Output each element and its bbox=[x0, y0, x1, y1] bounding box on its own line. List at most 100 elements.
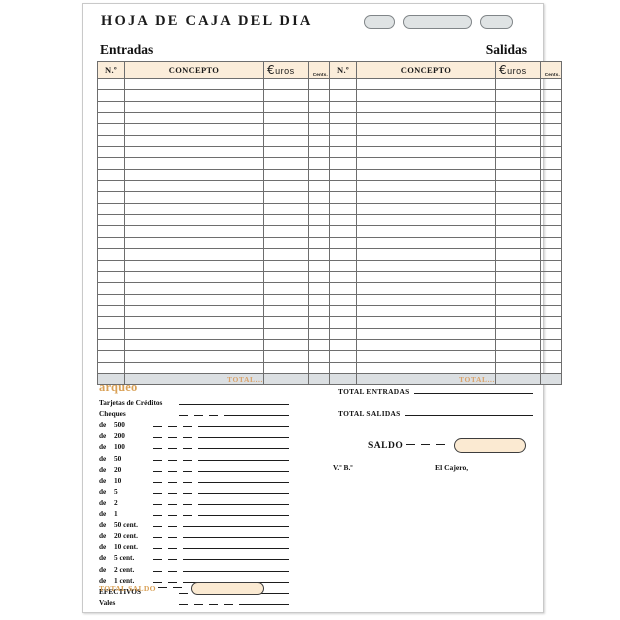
cell-num-salidas[interactable] bbox=[329, 168, 357, 182]
cell-num-entradas[interactable] bbox=[97, 361, 125, 374]
cell-concepto-entradas[interactable] bbox=[124, 316, 264, 329]
cell-euros-entradas[interactable] bbox=[263, 134, 309, 148]
cell-cents-entradas[interactable] bbox=[308, 191, 330, 204]
cell-concepto-entradas[interactable] bbox=[124, 270, 264, 284]
cell-concepto-salidas[interactable] bbox=[356, 236, 496, 250]
cell-concepto-salidas[interactable] bbox=[356, 304, 496, 318]
cell-cents-salidas[interactable] bbox=[540, 225, 562, 238]
cell-cents-entradas[interactable] bbox=[308, 157, 330, 170]
cell-num-entradas[interactable] bbox=[97, 225, 125, 238]
summary-field-total-entradas[interactable] bbox=[413, 393, 533, 394]
cell-euros-entradas[interactable] bbox=[263, 327, 309, 340]
cell-euros-entradas[interactable] bbox=[263, 100, 309, 114]
arqueo-short-field[interactable] bbox=[194, 603, 203, 605]
arqueo-short-field[interactable] bbox=[183, 470, 192, 472]
cell-cents-salidas[interactable] bbox=[540, 259, 562, 272]
cell-num-entradas[interactable] bbox=[97, 89, 125, 102]
cell-concepto-salidas[interactable] bbox=[356, 338, 496, 352]
total-cents-entradas[interactable] bbox=[308, 372, 330, 386]
cell-euros-salidas[interactable] bbox=[495, 146, 541, 159]
arqueo-short-field[interactable] bbox=[168, 503, 177, 505]
cell-num-entradas[interactable] bbox=[97, 191, 125, 204]
total-saldo-field[interactable] bbox=[190, 582, 264, 595]
cell-cents-salidas[interactable] bbox=[540, 282, 562, 295]
cell-euros-salidas[interactable] bbox=[495, 202, 541, 216]
cell-concepto-entradas[interactable] bbox=[124, 361, 264, 374]
date-month-field[interactable] bbox=[403, 15, 472, 29]
cell-concepto-salidas[interactable] bbox=[356, 89, 496, 102]
cell-num-salidas[interactable] bbox=[329, 157, 357, 170]
cell-concepto-entradas[interactable] bbox=[124, 293, 264, 306]
cell-euros-salidas[interactable] bbox=[495, 248, 541, 261]
arqueo-short-field[interactable] bbox=[168, 470, 177, 472]
cell-num-entradas[interactable] bbox=[97, 157, 125, 170]
arqueo-short-field[interactable] bbox=[153, 448, 162, 450]
arqueo-short-field[interactable] bbox=[153, 515, 162, 517]
cell-num-salidas[interactable] bbox=[329, 236, 357, 250]
cell-euros-entradas[interactable] bbox=[263, 316, 309, 329]
cell-euros-salidas[interactable] bbox=[495, 191, 541, 204]
cell-euros-entradas[interactable] bbox=[263, 123, 309, 136]
arqueo-short-field[interactable] bbox=[153, 526, 162, 528]
cell-num-entradas[interactable] bbox=[97, 327, 125, 340]
cell-euros-salidas[interactable] bbox=[495, 134, 541, 148]
arqueo-amount-field[interactable] bbox=[198, 503, 289, 505]
cell-num-entradas[interactable] bbox=[97, 202, 125, 216]
cell-cents-salidas[interactable] bbox=[540, 77, 562, 91]
cell-num-entradas[interactable] bbox=[97, 350, 125, 363]
summary-field-total-salidas[interactable] bbox=[404, 415, 533, 416]
cell-cents-entradas[interactable] bbox=[308, 180, 330, 193]
cell-concepto-entradas[interactable] bbox=[124, 327, 264, 340]
cell-concepto-salidas[interactable] bbox=[356, 100, 496, 114]
arqueo-amount-field[interactable] bbox=[198, 470, 289, 472]
cell-concepto-entradas[interactable] bbox=[124, 134, 264, 148]
arqueo-amount-field[interactable] bbox=[183, 570, 289, 572]
cell-euros-salidas[interactable] bbox=[495, 214, 541, 227]
cell-euros-salidas[interactable] bbox=[495, 225, 541, 238]
cell-num-entradas[interactable] bbox=[97, 338, 125, 352]
cell-cents-entradas[interactable] bbox=[308, 202, 330, 216]
total-cents-salidas[interactable] bbox=[540, 372, 562, 386]
cell-cents-salidas[interactable] bbox=[540, 214, 562, 227]
arqueo-amount-field[interactable] bbox=[183, 548, 289, 550]
cell-cents-salidas[interactable] bbox=[540, 316, 562, 329]
cell-concepto-salidas[interactable] bbox=[356, 214, 496, 227]
cell-num-salidas[interactable] bbox=[329, 146, 357, 159]
saldo-field[interactable] bbox=[454, 438, 527, 453]
cell-concepto-salidas[interactable] bbox=[356, 157, 496, 170]
cell-cents-entradas[interactable] bbox=[308, 338, 330, 352]
cell-cents-salidas[interactable] bbox=[540, 134, 562, 148]
cell-concepto-salidas[interactable] bbox=[356, 293, 496, 306]
cell-concepto-entradas[interactable] bbox=[124, 248, 264, 261]
cell-cents-salidas[interactable] bbox=[540, 168, 562, 182]
cell-cents-salidas[interactable] bbox=[540, 191, 562, 204]
cell-cents-salidas[interactable] bbox=[540, 202, 562, 216]
arqueo-short-field[interactable] bbox=[153, 492, 162, 494]
cell-concepto-salidas[interactable] bbox=[356, 77, 496, 91]
cell-euros-salidas[interactable] bbox=[495, 282, 541, 295]
arqueo-short-field[interactable] bbox=[183, 437, 192, 439]
arqueo-short-field[interactable] bbox=[153, 437, 162, 439]
cell-cents-salidas[interactable] bbox=[540, 146, 562, 159]
cell-num-salidas[interactable] bbox=[329, 202, 357, 216]
cell-cents-salidas[interactable] bbox=[540, 270, 562, 284]
cell-cents-salidas[interactable] bbox=[540, 100, 562, 114]
cell-num-entradas[interactable] bbox=[97, 214, 125, 227]
cell-num-salidas[interactable] bbox=[329, 214, 357, 227]
cell-euros-salidas[interactable] bbox=[495, 123, 541, 136]
cell-euros-salidas[interactable] bbox=[495, 361, 541, 374]
cell-num-entradas[interactable] bbox=[97, 146, 125, 159]
cell-num-entradas[interactable] bbox=[97, 77, 125, 91]
cell-num-salidas[interactable] bbox=[329, 327, 357, 340]
arqueo-short-field[interactable] bbox=[168, 426, 177, 428]
cell-cents-entradas[interactable] bbox=[308, 361, 330, 374]
total-euros-entradas[interactable] bbox=[263, 372, 309, 386]
cell-num-salidas[interactable] bbox=[329, 338, 357, 352]
cell-euros-entradas[interactable] bbox=[263, 112, 309, 125]
cell-euros-entradas[interactable] bbox=[263, 282, 309, 295]
arqueo-short-field[interactable] bbox=[168, 437, 177, 439]
cell-euros-entradas[interactable] bbox=[263, 248, 309, 261]
cell-cents-salidas[interactable] bbox=[540, 236, 562, 250]
cell-cents-salidas[interactable] bbox=[540, 123, 562, 136]
cell-euros-entradas[interactable] bbox=[263, 350, 309, 363]
